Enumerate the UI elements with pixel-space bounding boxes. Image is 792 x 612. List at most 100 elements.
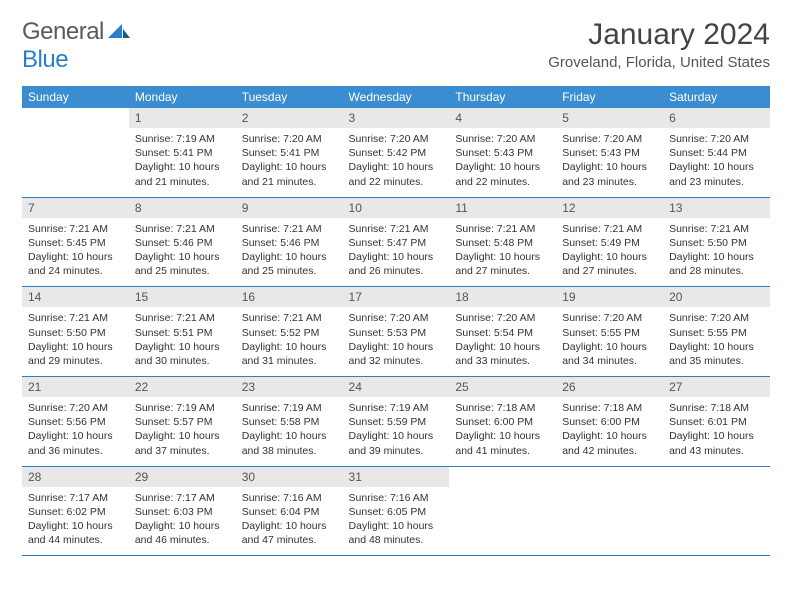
daylight-text: Daylight: 10 hours and 25 minutes.	[242, 250, 337, 278]
sunrise-text: Sunrise: 7:17 AM	[135, 491, 230, 505]
day-number: 25	[449, 377, 556, 397]
day-number: 11	[449, 198, 556, 218]
day-number: 31	[343, 467, 450, 487]
calendar-day-cell: 7Sunrise: 7:21 AMSunset: 5:45 PMDaylight…	[22, 197, 129, 287]
day-number: 6	[663, 108, 770, 128]
calendar-day-cell: 4Sunrise: 7:20 AMSunset: 5:43 PMDaylight…	[449, 108, 556, 197]
day-content: Sunrise: 7:18 AMSunset: 6:00 PMDaylight:…	[556, 397, 663, 466]
sunset-text: Sunset: 5:41 PM	[242, 146, 337, 160]
sunset-text: Sunset: 6:02 PM	[28, 505, 123, 519]
sunset-text: Sunset: 5:55 PM	[669, 326, 764, 340]
sunset-text: Sunset: 5:59 PM	[349, 415, 444, 429]
day-content: Sunrise: 7:20 AMSunset: 5:54 PMDaylight:…	[449, 307, 556, 376]
weekday-header: Monday	[129, 86, 236, 108]
day-content: Sunrise: 7:21 AMSunset: 5:50 PMDaylight:…	[22, 307, 129, 376]
sunset-text: Sunset: 6:01 PM	[669, 415, 764, 429]
sunset-text: Sunset: 5:50 PM	[28, 326, 123, 340]
calendar-day-cell: 30Sunrise: 7:16 AMSunset: 6:04 PMDayligh…	[236, 466, 343, 556]
sunset-text: Sunset: 5:41 PM	[135, 146, 230, 160]
day-content: Sunrise: 7:21 AMSunset: 5:47 PMDaylight:…	[343, 218, 450, 287]
day-content: Sunrise: 7:18 AMSunset: 6:00 PMDaylight:…	[449, 397, 556, 466]
day-number: 16	[236, 287, 343, 307]
calendar-day-cell	[22, 108, 129, 197]
day-content: Sunrise: 7:20 AMSunset: 5:43 PMDaylight:…	[556, 128, 663, 197]
logo-sail-icon	[108, 24, 130, 38]
sunset-text: Sunset: 5:46 PM	[135, 236, 230, 250]
logo-text-2: Blue	[22, 46, 68, 73]
sunset-text: Sunset: 5:51 PM	[135, 326, 230, 340]
day-content: Sunrise: 7:20 AMSunset: 5:44 PMDaylight:…	[663, 128, 770, 197]
sunset-text: Sunset: 5:54 PM	[455, 326, 550, 340]
sunrise-text: Sunrise: 7:20 AM	[562, 311, 657, 325]
day-content: Sunrise: 7:21 AMSunset: 5:51 PMDaylight:…	[129, 307, 236, 376]
daylight-text: Daylight: 10 hours and 42 minutes.	[562, 429, 657, 457]
daylight-text: Daylight: 10 hours and 25 minutes.	[135, 250, 230, 278]
sunset-text: Sunset: 5:42 PM	[349, 146, 444, 160]
calendar-body: 1Sunrise: 7:19 AMSunset: 5:41 PMDaylight…	[22, 108, 770, 556]
calendar-day-cell: 8Sunrise: 7:21 AMSunset: 5:46 PMDaylight…	[129, 197, 236, 287]
calendar-day-cell: 1Sunrise: 7:19 AMSunset: 5:41 PMDaylight…	[129, 108, 236, 197]
day-content: Sunrise: 7:21 AMSunset: 5:49 PMDaylight:…	[556, 218, 663, 287]
day-content: Sunrise: 7:20 AMSunset: 5:56 PMDaylight:…	[22, 397, 129, 466]
sunrise-text: Sunrise: 7:20 AM	[562, 132, 657, 146]
day-number: 3	[343, 108, 450, 128]
sunset-text: Sunset: 6:00 PM	[562, 415, 657, 429]
daylight-text: Daylight: 10 hours and 30 minutes.	[135, 340, 230, 368]
calendar-day-cell: 15Sunrise: 7:21 AMSunset: 5:51 PMDayligh…	[129, 287, 236, 377]
calendar-day-cell: 17Sunrise: 7:20 AMSunset: 5:53 PMDayligh…	[343, 287, 450, 377]
calendar-day-cell: 23Sunrise: 7:19 AMSunset: 5:58 PMDayligh…	[236, 377, 343, 467]
daylight-text: Daylight: 10 hours and 36 minutes.	[28, 429, 123, 457]
daylight-text: Daylight: 10 hours and 22 minutes.	[455, 160, 550, 188]
sunset-text: Sunset: 5:49 PM	[562, 236, 657, 250]
sunset-text: Sunset: 5:53 PM	[349, 326, 444, 340]
daylight-text: Daylight: 10 hours and 43 minutes.	[669, 429, 764, 457]
daylight-text: Daylight: 10 hours and 21 minutes.	[242, 160, 337, 188]
weekday-header: Thursday	[449, 86, 556, 108]
calendar-day-cell: 27Sunrise: 7:18 AMSunset: 6:01 PMDayligh…	[663, 377, 770, 467]
daylight-text: Daylight: 10 hours and 28 minutes.	[669, 250, 764, 278]
weekday-header: Friday	[556, 86, 663, 108]
calendar-week-row: 7Sunrise: 7:21 AMSunset: 5:45 PMDaylight…	[22, 197, 770, 287]
day-number: 26	[556, 377, 663, 397]
calendar-day-cell	[449, 466, 556, 556]
day-number: 18	[449, 287, 556, 307]
sunset-text: Sunset: 5:43 PM	[455, 146, 550, 160]
weekday-header: Saturday	[663, 86, 770, 108]
day-number: 7	[22, 198, 129, 218]
sunrise-text: Sunrise: 7:21 AM	[135, 222, 230, 236]
sunrise-text: Sunrise: 7:21 AM	[562, 222, 657, 236]
daylight-text: Daylight: 10 hours and 41 minutes.	[455, 429, 550, 457]
day-number: 12	[556, 198, 663, 218]
daylight-text: Daylight: 10 hours and 34 minutes.	[562, 340, 657, 368]
sunrise-text: Sunrise: 7:20 AM	[669, 132, 764, 146]
weekday-header: Tuesday	[236, 86, 343, 108]
calendar-day-cell: 19Sunrise: 7:20 AMSunset: 5:55 PMDayligh…	[556, 287, 663, 377]
daylight-text: Daylight: 10 hours and 35 minutes.	[669, 340, 764, 368]
day-number: 5	[556, 108, 663, 128]
daylight-text: Daylight: 10 hours and 38 minutes.	[242, 429, 337, 457]
day-content: Sunrise: 7:19 AMSunset: 5:59 PMDaylight:…	[343, 397, 450, 466]
calendar-day-cell: 31Sunrise: 7:16 AMSunset: 6:05 PMDayligh…	[343, 466, 450, 556]
day-content: Sunrise: 7:21 AMSunset: 5:45 PMDaylight:…	[22, 218, 129, 287]
daylight-text: Daylight: 10 hours and 33 minutes.	[455, 340, 550, 368]
sunset-text: Sunset: 6:03 PM	[135, 505, 230, 519]
day-content: Sunrise: 7:21 AMSunset: 5:50 PMDaylight:…	[663, 218, 770, 287]
daylight-text: Daylight: 10 hours and 23 minutes.	[669, 160, 764, 188]
day-content: Sunrise: 7:16 AMSunset: 6:04 PMDaylight:…	[236, 487, 343, 556]
sunrise-text: Sunrise: 7:20 AM	[455, 132, 550, 146]
weekday-header-row: SundayMondayTuesdayWednesdayThursdayFrid…	[22, 86, 770, 108]
day-number: 4	[449, 108, 556, 128]
daylight-text: Daylight: 10 hours and 27 minutes.	[562, 250, 657, 278]
day-content: Sunrise: 7:20 AMSunset: 5:53 PMDaylight:…	[343, 307, 450, 376]
sunrise-text: Sunrise: 7:21 AM	[28, 311, 123, 325]
location: Groveland, Florida, United States	[548, 54, 770, 71]
sunrise-text: Sunrise: 7:18 AM	[562, 401, 657, 415]
sunset-text: Sunset: 5:57 PM	[135, 415, 230, 429]
sunrise-text: Sunrise: 7:21 AM	[349, 222, 444, 236]
day-content: Sunrise: 7:20 AMSunset: 5:43 PMDaylight:…	[449, 128, 556, 197]
day-content: Sunrise: 7:21 AMSunset: 5:46 PMDaylight:…	[129, 218, 236, 287]
calendar-day-cell: 25Sunrise: 7:18 AMSunset: 6:00 PMDayligh…	[449, 377, 556, 467]
day-content: Sunrise: 7:19 AMSunset: 5:58 PMDaylight:…	[236, 397, 343, 466]
day-number: 29	[129, 467, 236, 487]
daylight-text: Daylight: 10 hours and 26 minutes.	[349, 250, 444, 278]
